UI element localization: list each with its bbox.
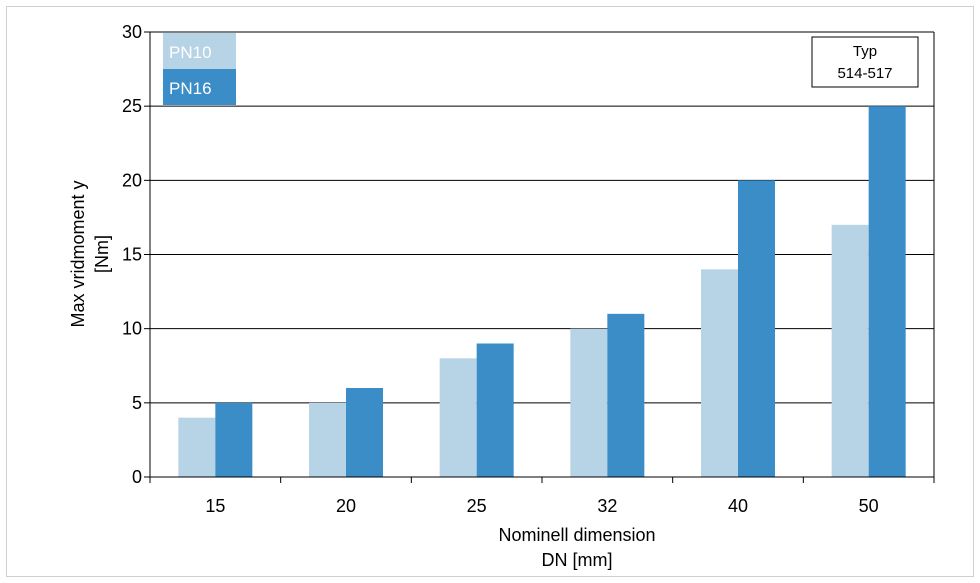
y-tick-label: 20: [122, 170, 142, 190]
bar-pn16-15: [215, 402, 253, 477]
bar-pn16-25: [476, 343, 514, 477]
legend-label-pn16: PN16: [169, 79, 212, 98]
bar-pn10-25: [439, 358, 477, 477]
y-tick-label: 15: [122, 245, 142, 265]
bar-pn10-15: [178, 417, 216, 477]
bar-pn10-32: [570, 328, 608, 477]
y-tick-label: 5: [132, 393, 142, 413]
y-tick-label: 0: [132, 467, 142, 487]
bar-pn10-50: [831, 224, 869, 477]
x-axis-label-line2: DN [mm]: [542, 550, 613, 570]
x-axis-label-line1: Nominell dimension: [498, 525, 655, 545]
y-tick-label: 10: [122, 319, 142, 339]
type-annotation: Typ 514-517: [811, 36, 919, 88]
legend-label-pn10: PN10: [169, 43, 212, 62]
y-axis-label-line1: Max vridmoment y: [68, 180, 88, 327]
bar-pn10-40: [701, 269, 738, 477]
bar-pn16-50: [868, 106, 906, 478]
legend-swatch-pn10: [163, 33, 236, 69]
type-annotation-box: [811, 36, 919, 88]
y-tick-labels: 0 5 10 15 20 25 30: [122, 22, 150, 487]
bar-pn16-32: [607, 313, 645, 477]
y-tick-label: 30: [122, 22, 142, 42]
y-tick-label: 25: [122, 96, 142, 116]
x-tick-label: 40: [728, 496, 748, 516]
bar-pn16-20: [346, 388, 383, 477]
x-tick-labels: 15 20 25 32 40 50: [149, 477, 935, 516]
y-axis-label-line2: [Nm]: [92, 235, 112, 273]
type-annotation-line2: 514-517: [837, 65, 892, 82]
x-tick-label: 32: [597, 496, 617, 516]
legend-swatch-pn16: [163, 69, 236, 105]
bar-pn10-20: [309, 402, 346, 477]
x-tick-label: 20: [336, 496, 356, 516]
x-tick-label: 25: [467, 496, 487, 516]
bars: [178, 106, 906, 478]
bar-pn16-40: [738, 180, 775, 478]
gridlines: [150, 31, 934, 404]
legend: PN10 PN16: [163, 33, 236, 105]
x-tick-label: 50: [859, 496, 879, 516]
type-annotation-line1: Typ: [853, 43, 877, 60]
x-tick-label: 15: [205, 496, 225, 516]
